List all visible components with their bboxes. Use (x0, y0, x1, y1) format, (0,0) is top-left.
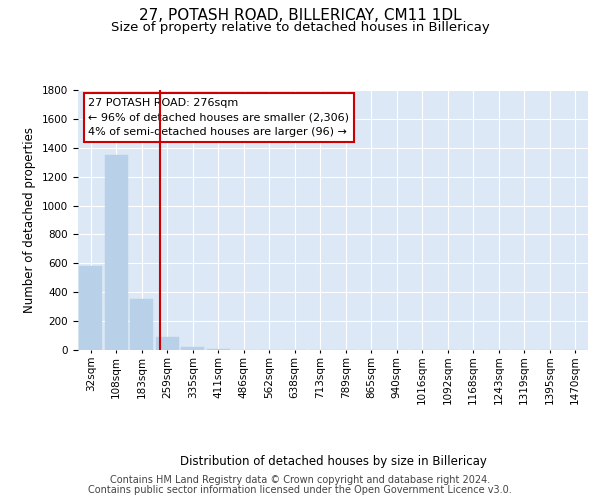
Bar (156, 337, 179, 350)
Bar (181, 347, 204, 350)
Text: Size of property relative to detached houses in Billericay: Size of property relative to detached ho… (110, 21, 490, 34)
Text: Contains public sector information licensed under the Open Government Licence v3: Contains public sector information licen… (88, 485, 512, 495)
Bar (130, 298, 153, 350)
Bar (105, 155, 128, 350)
Y-axis label: Number of detached properties: Number of detached properties (23, 127, 37, 313)
Bar (79, 266, 102, 350)
Text: 27 POTASH ROAD: 276sqm
← 96% of detached houses are smaller (2,306)
4% of semi-d: 27 POTASH ROAD: 276sqm ← 96% of detached… (88, 98, 349, 138)
Text: Distribution of detached houses by size in Billericay: Distribution of detached houses by size … (179, 454, 487, 468)
Text: 27, POTASH ROAD, BILLERICAY, CM11 1DL: 27, POTASH ROAD, BILLERICAY, CM11 1DL (139, 8, 461, 22)
Text: Contains HM Land Registry data © Crown copyright and database right 2024.: Contains HM Land Registry data © Crown c… (110, 475, 490, 485)
